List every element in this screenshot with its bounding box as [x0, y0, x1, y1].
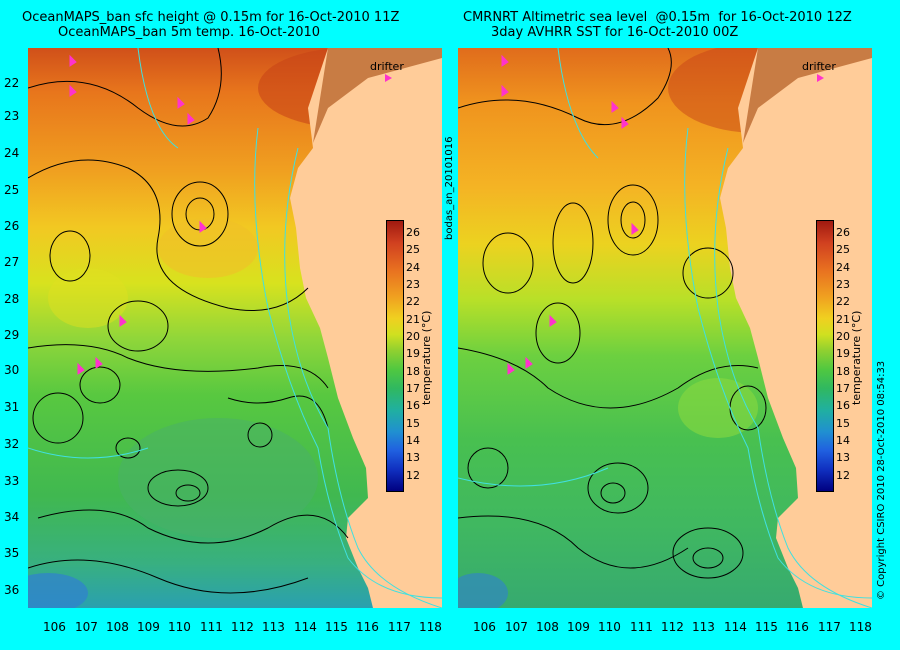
- drifter-arrow-icon: [817, 74, 824, 82]
- lon-label: 114: [294, 620, 317, 634]
- colorbar-tick: 25: [406, 243, 420, 256]
- colorbar-left: [386, 220, 404, 492]
- colorbar-tick: 21: [406, 313, 420, 326]
- colorbar-tick: 19: [836, 347, 850, 360]
- run-id-label: bodas_an_20101016: [444, 136, 455, 240]
- left-map-title: OceanMAPS_ban sfc height @ 0.15m for 16-…: [22, 10, 400, 25]
- colorbar-tick: 21: [836, 313, 850, 326]
- lat-label: 22: [4, 76, 20, 90]
- lon-label: 106: [473, 620, 496, 634]
- lat-label: 30: [4, 363, 20, 377]
- colorbar-tick: 24: [406, 261, 420, 274]
- colorbar-right: [816, 220, 834, 492]
- lat-label: 23: [4, 109, 20, 123]
- lon-label: 108: [106, 620, 129, 634]
- colorbar-label-left: temperature (°C): [420, 310, 433, 405]
- colorbar-tick: 26: [836, 226, 850, 239]
- lon-label: 113: [262, 620, 285, 634]
- lat-label: 26: [4, 219, 20, 233]
- lon-label: 117: [818, 620, 841, 634]
- lon-label: 107: [505, 620, 528, 634]
- lon-label: 110: [168, 620, 191, 634]
- lon-label: 112: [231, 620, 254, 634]
- colorbar-tick: 25: [836, 243, 850, 256]
- lat-label: 29: [4, 328, 20, 342]
- colorbar-tick: 17: [406, 382, 420, 395]
- lat-label: 33: [4, 474, 20, 488]
- lon-label: 112: [661, 620, 684, 634]
- drifter-legend-label: drifter: [370, 60, 404, 73]
- lat-label: 35: [4, 546, 20, 560]
- colorbar-tick: 15: [406, 417, 420, 430]
- colorbar-tick: 19: [406, 347, 420, 360]
- colorbar-tick: 18: [406, 365, 420, 378]
- left-sst-map[interactable]: [28, 48, 442, 608]
- right-sst-map[interactable]: [458, 48, 872, 608]
- colorbar-tick: 22: [406, 295, 420, 308]
- colorbar-tick: 17: [836, 382, 850, 395]
- colorbar-tick: 20: [836, 330, 850, 343]
- lat-label: 28: [4, 292, 20, 306]
- colorbar-tick: 16: [406, 399, 420, 412]
- colorbar-tick: 12: [836, 469, 850, 482]
- lon-label: 111: [630, 620, 653, 634]
- colorbar-tick: 18: [836, 365, 850, 378]
- lat-label: 24: [4, 146, 20, 160]
- left-map-subtitle: OceanMAPS_ban 5m temp. 16-Oct-2010: [58, 25, 321, 40]
- colorbar-tick: 13: [836, 451, 850, 464]
- copyright-label: © Copyright CSIRO 2010 28-Oct-2010 08:54…: [876, 360, 887, 600]
- drifter-legend-left: drifter: [370, 60, 404, 73]
- colorbar-tick: 16: [836, 399, 850, 412]
- lon-label: 117: [388, 620, 411, 634]
- colorbar-tick: 23: [836, 278, 850, 291]
- lon-label: 118: [849, 620, 872, 634]
- lon-label: 107: [75, 620, 98, 634]
- colorbar-tick: 26: [406, 226, 420, 239]
- drifter-arrow-icon: [385, 74, 392, 82]
- lat-label: 25: [4, 183, 20, 197]
- right-map-title: CMRNRT Altimetric sea level @0.15m for 1…: [463, 10, 852, 25]
- colorbar-label-right: temperature (°C): [850, 310, 863, 405]
- lon-label: 114: [724, 620, 747, 634]
- lat-label: 32: [4, 437, 20, 451]
- lon-label: 116: [356, 620, 379, 634]
- colorbar-tick: 23: [406, 278, 420, 291]
- lon-label: 109: [567, 620, 590, 634]
- colorbar-tick: 14: [836, 434, 850, 447]
- colorbar-tick: 20: [406, 330, 420, 343]
- lon-label: 111: [200, 620, 223, 634]
- lat-label: 36: [4, 583, 20, 597]
- lat-label: 34: [4, 510, 20, 524]
- lon-label: 115: [755, 620, 778, 634]
- lon-label: 106: [43, 620, 66, 634]
- lon-label: 109: [137, 620, 160, 634]
- colorbar-tick: 12: [406, 469, 420, 482]
- lon-label: 113: [692, 620, 715, 634]
- lon-label: 118: [419, 620, 442, 634]
- lat-label: 31: [4, 400, 20, 414]
- drifter-legend-right: drifter: [802, 60, 836, 73]
- lat-label: 27: [4, 255, 20, 269]
- drifter-legend-label: drifter: [802, 60, 836, 73]
- lon-label: 108: [536, 620, 559, 634]
- lon-label: 110: [598, 620, 621, 634]
- colorbar-tick: 15: [836, 417, 850, 430]
- right-map-subtitle: 3day AVHRR SST for 16-Oct-2010 00Z: [491, 25, 739, 40]
- colorbar-tick: 13: [406, 451, 420, 464]
- colorbar-tick: 22: [836, 295, 850, 308]
- colorbar-tick: 14: [406, 434, 420, 447]
- lon-label: 115: [325, 620, 348, 634]
- lon-label: 116: [786, 620, 809, 634]
- colorbar-tick: 24: [836, 261, 850, 274]
